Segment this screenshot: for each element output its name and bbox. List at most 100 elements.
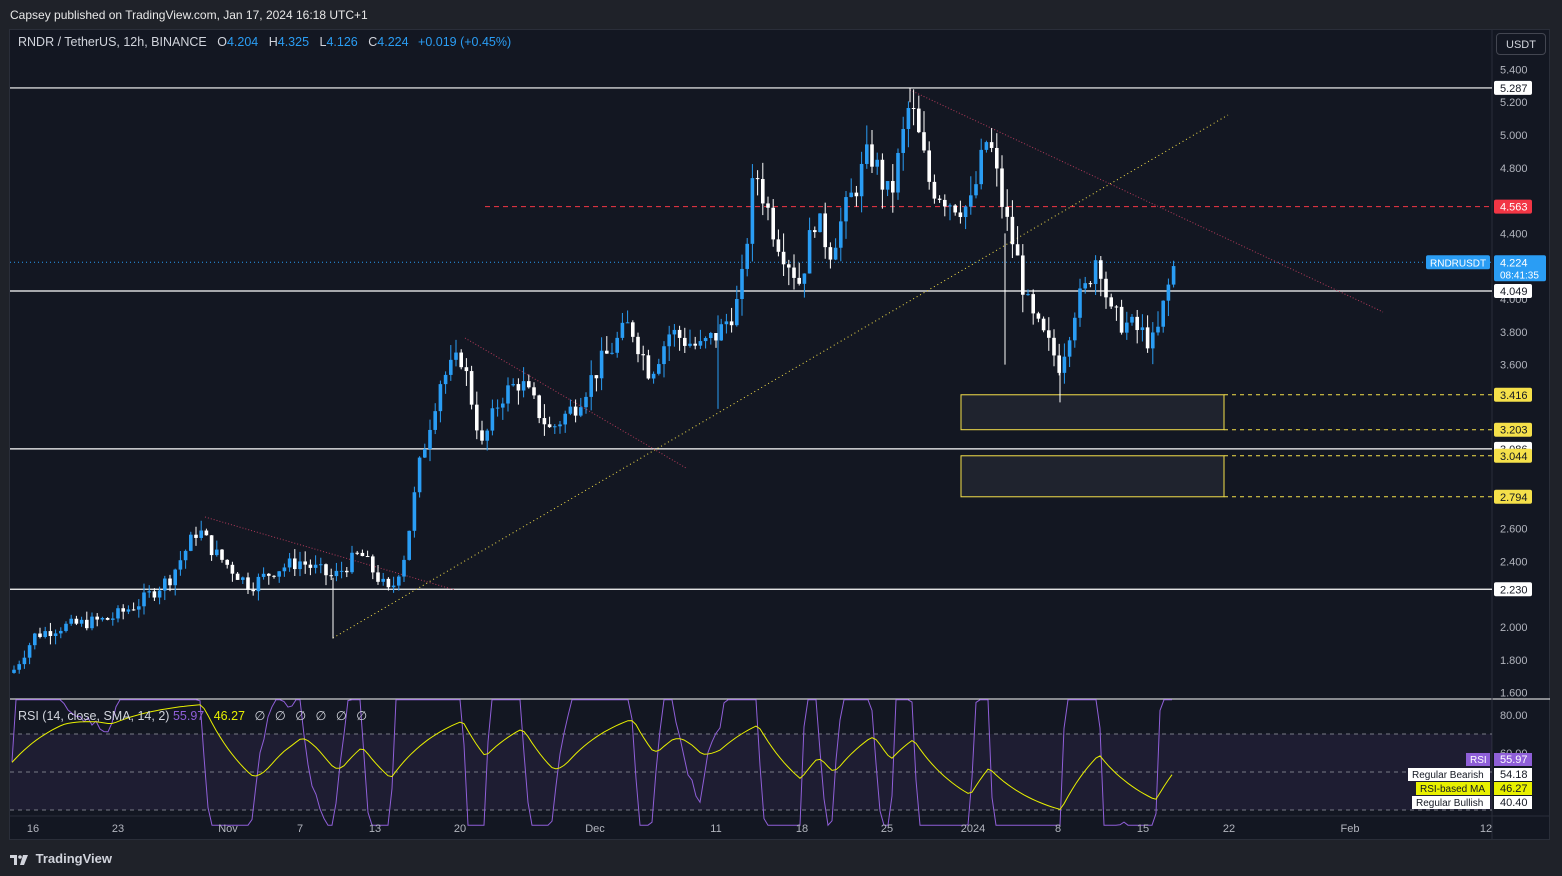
candle-body [589, 375, 593, 397]
candle-body [1067, 340, 1072, 357]
candle-body [1036, 313, 1041, 319]
candle-body [755, 178, 760, 180]
candle-body [417, 457, 422, 493]
candle-body [875, 159, 879, 167]
descending-trendline-3 [909, 89, 1384, 313]
price-level-label-bg [1494, 582, 1532, 597]
candle-body [105, 617, 110, 620]
candle-body [12, 669, 16, 673]
price-level-label-bg [1494, 387, 1532, 402]
brand-name: TradingView [35, 851, 112, 866]
candle-body [475, 404, 479, 431]
candles [12, 87, 1176, 674]
candle-body [516, 384, 521, 391]
rsi-label-name-bg [1466, 753, 1490, 766]
ascending-trendline [332, 114, 1229, 639]
candle-body [163, 578, 167, 591]
candle-body [984, 142, 989, 150]
candle-body [839, 221, 843, 248]
candle-body [69, 618, 73, 624]
candle-body [178, 560, 183, 570]
candle-body [1140, 327, 1145, 331]
candle-body [1171, 266, 1176, 285]
current-price-label-bg [1494, 255, 1546, 282]
candle-body [1010, 216, 1015, 245]
candle-body [220, 549, 224, 560]
candle-body [979, 149, 983, 185]
chart-frame[interactable] [9, 29, 1550, 840]
candle-body [969, 195, 973, 207]
rsi-label-name: RSI [1470, 755, 1487, 766]
price-tick-label: 5.200 [1500, 97, 1528, 109]
candle-body [100, 617, 105, 620]
low-value: 4.126 [326, 35, 358, 49]
time-tick-label: 20 [454, 823, 466, 835]
candle-body [714, 333, 718, 341]
candle-body [527, 381, 531, 388]
candle-body [1125, 322, 1129, 333]
candle-body [204, 530, 209, 536]
candle-body [792, 267, 796, 278]
open-label: O [217, 35, 227, 49]
candle-body [126, 609, 131, 612]
candle-body [147, 591, 151, 593]
candle-body [1166, 284, 1171, 301]
candle-body [745, 243, 749, 269]
candle-body [1093, 260, 1098, 285]
time-tick-label: 25 [881, 823, 893, 835]
candle-body [272, 575, 276, 577]
price-level-label-bg [1494, 80, 1532, 95]
tradingview-footer[interactable]: TradingView [10, 851, 112, 866]
time-tick-label: 18 [796, 823, 808, 835]
price-tick-label: 1.800 [1500, 655, 1528, 667]
candle-body [251, 589, 255, 592]
candle-body [1000, 168, 1004, 207]
candle-body [917, 108, 921, 133]
candle-body [303, 561, 307, 565]
candle-body [443, 374, 448, 385]
candle-body [241, 577, 245, 580]
candle-body [235, 573, 240, 580]
candle-body [111, 618, 115, 620]
candle-body [802, 273, 807, 284]
candle-body [813, 230, 817, 233]
candle-body [199, 530, 203, 538]
symbol-tag: RNDRUSDT [1430, 258, 1486, 269]
candle-body [932, 181, 937, 199]
candle-body [412, 492, 417, 531]
candle-body [911, 107, 916, 109]
candle-body [485, 430, 489, 441]
candle-body [1062, 356, 1067, 373]
candle-body [1104, 278, 1108, 298]
candle-body [1130, 316, 1134, 323]
candle-body [579, 407, 583, 416]
candle-body [1135, 316, 1139, 331]
candle-body [854, 192, 859, 197]
candle-body [121, 608, 125, 612]
candle-body [1099, 260, 1103, 279]
candle-body [298, 561, 302, 570]
candle-body [521, 381, 526, 391]
candle-body [33, 633, 37, 646]
candle-body [709, 333, 713, 339]
candle-body [293, 558, 297, 570]
currency-button[interactable]: USDT [1496, 33, 1546, 55]
candle-body [277, 571, 281, 577]
demand-zone [960, 455, 1225, 498]
time-tick-label: Feb [1341, 823, 1360, 835]
rsi-label-name-bg [1408, 768, 1490, 781]
candle-body [324, 564, 328, 576]
candle-body [261, 573, 266, 577]
candle-body [371, 556, 375, 573]
price-tick-label: 2.000 [1500, 622, 1528, 634]
candle-body [584, 396, 588, 408]
price-level-label: 3.044 [1500, 451, 1528, 463]
candle-body [397, 576, 401, 586]
candle-body [1057, 355, 1061, 373]
candle-body [537, 395, 541, 419]
candle-body [615, 337, 619, 353]
candle-body [719, 324, 723, 341]
close-value: 4.224 [377, 35, 409, 49]
candle-body [137, 606, 141, 610]
